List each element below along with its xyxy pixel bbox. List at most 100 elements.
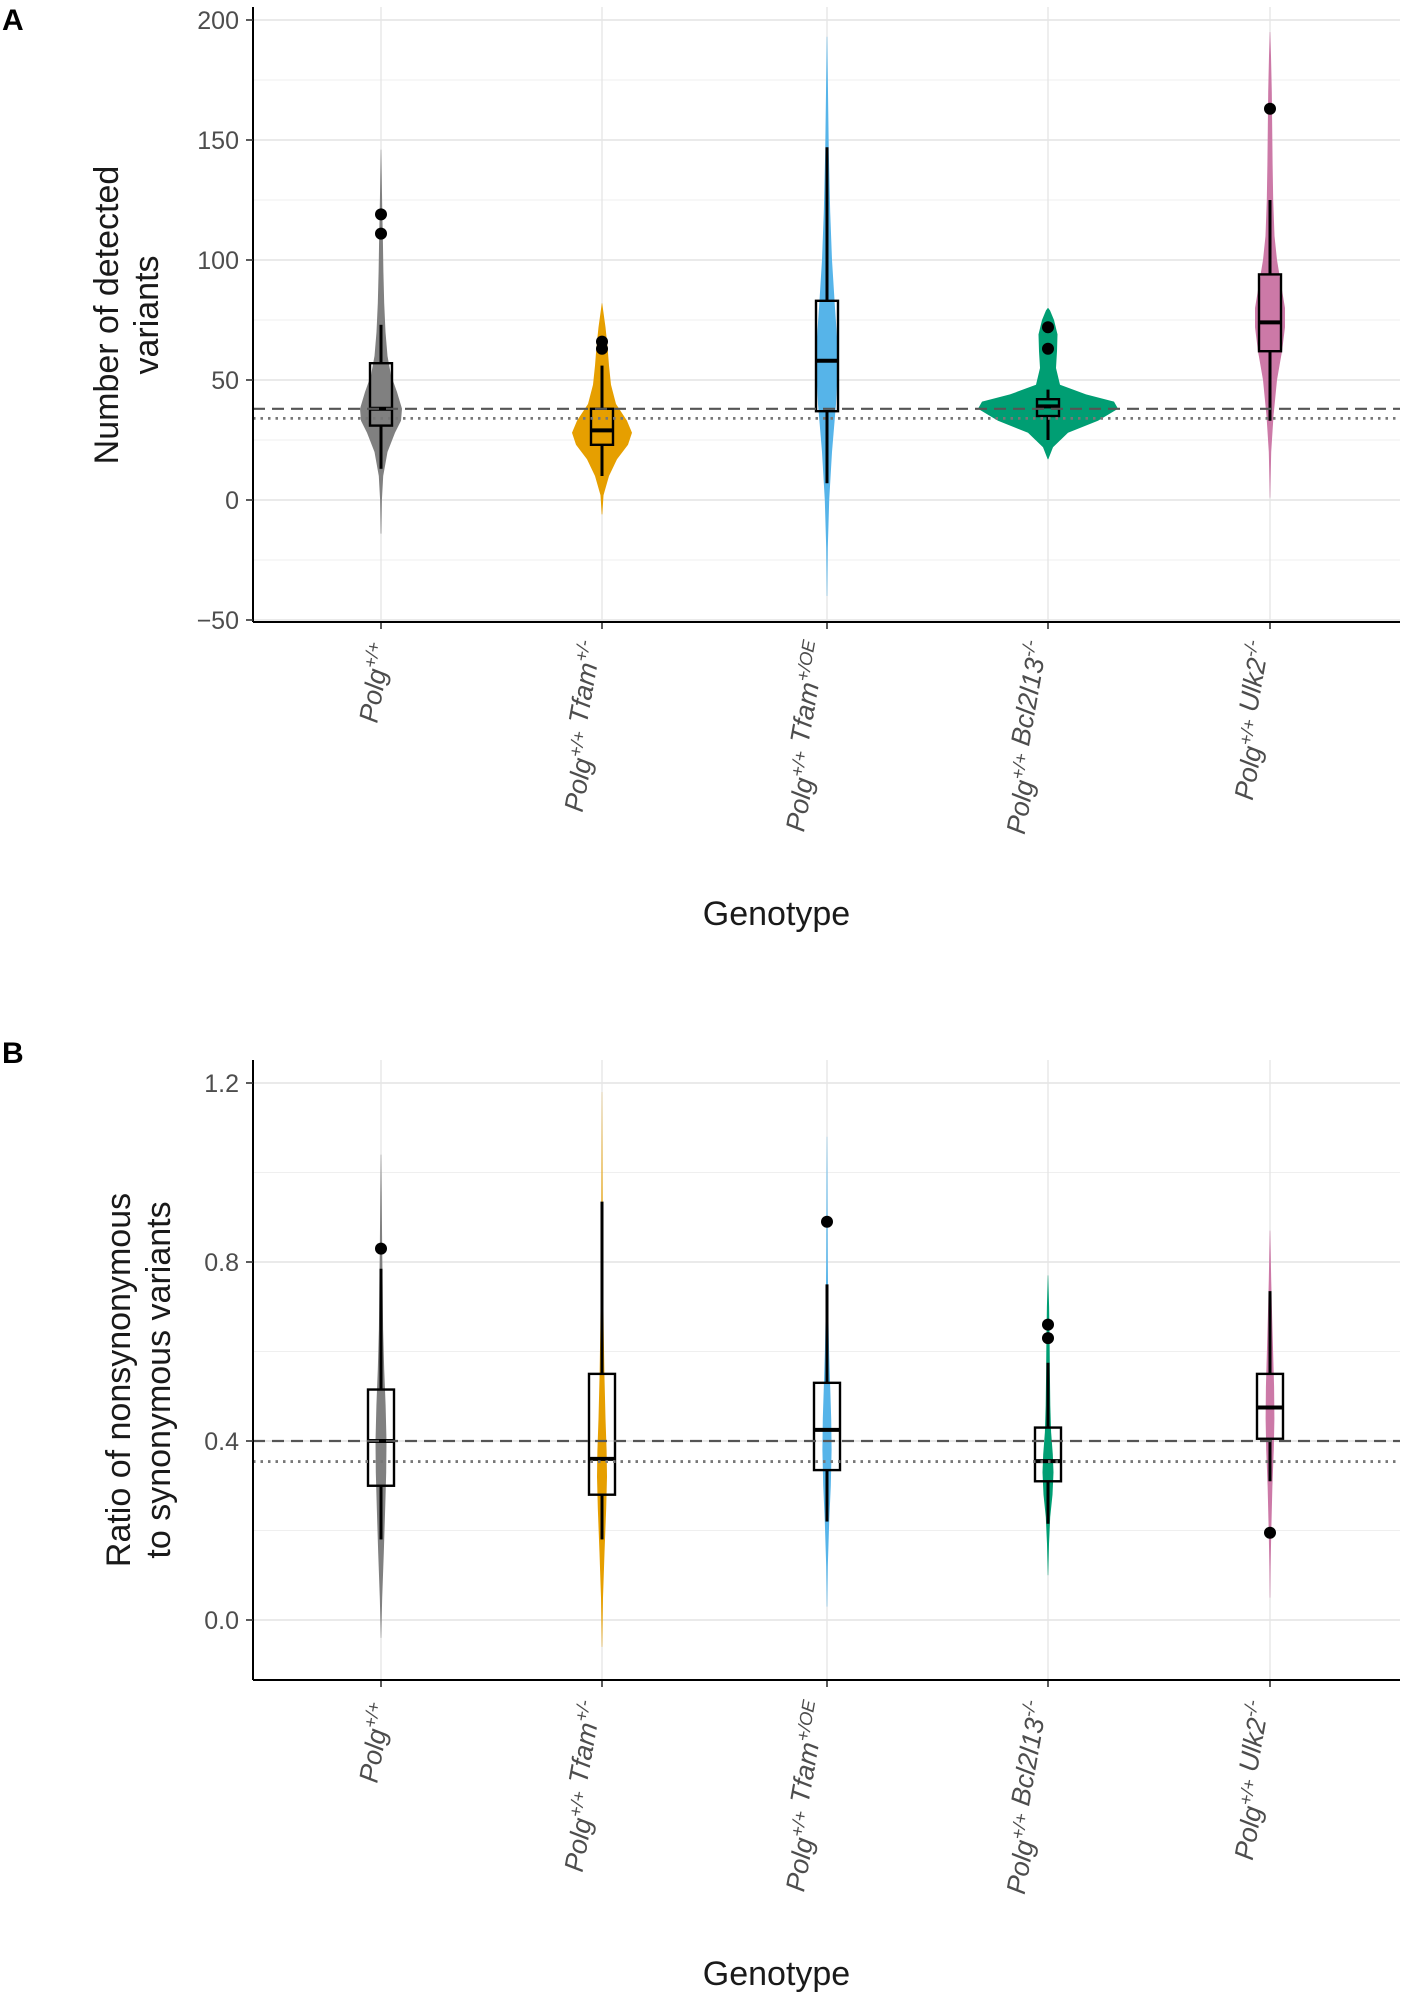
x-tick-label: Polg+/+ Ulk2-/- [1215, 638, 1286, 802]
x-tick-label-superscript: +/OE [792, 637, 819, 682]
x-tick-label-superscript: +/+ [1007, 752, 1031, 781]
x-tick-label-superscript: +/- [571, 1698, 594, 1723]
outlier-point [1264, 102, 1276, 115]
x-tick-label-superscript: -/- [1240, 1698, 1263, 1718]
outlier-point [1042, 321, 1054, 334]
panel-letter-b: B [2, 1037, 24, 1070]
box-iqr [366, 1388, 396, 1487]
outlier-point [375, 1242, 387, 1255]
y-tick-label: 200 [197, 7, 239, 35]
x-axis-title: Genotype [703, 1955, 850, 1993]
box-iqr [1033, 1426, 1063, 1483]
category-group [1033, 1275, 1063, 1576]
x-tick-label: Polg+/+ [351, 640, 397, 725]
x-tick-label-text: Polg [1229, 744, 1268, 802]
y-tick-label: 0.4 [204, 1428, 239, 1456]
panel-letter-a: A [2, 4, 24, 37]
y-axis-title-line: Ratio of nonsynonymous [100, 1193, 138, 1567]
x-tick-label-superscript: -/- [1240, 638, 1263, 658]
x-tick-label-superscript: +/+ [787, 749, 811, 778]
x-tick-label: Polg+/+ Tfam+/- [545, 1698, 618, 1874]
outlier-point [1042, 1318, 1054, 1331]
x-tick-label-superscript: +/- [571, 638, 594, 663]
category-group [1255, 32, 1285, 498]
y-tick-label: 1.2 [204, 1070, 239, 1098]
x-tick-label-superscript: +/+ [565, 729, 589, 758]
category-group [812, 1136, 842, 1607]
panel-b: B Polg+/+Polg+/+ Tfam+/-Polg+/+ Tfam+/OE… [2, 1037, 1400, 1993]
x-tick-label-text: Polg [559, 756, 598, 814]
box-iqr [1257, 273, 1283, 353]
outlier-point [1264, 1526, 1276, 1539]
box-iqr [812, 1381, 842, 1472]
x-tick-label-superscript: +/+ [360, 1700, 384, 1729]
category-group [978, 308, 1118, 460]
x-tick-label: Polg+/+ Tfam+/OE [766, 1697, 843, 1893]
x-tick-label-text: Ulk2 [1232, 656, 1272, 722]
panel-a: A Polg+/+Polg+/+ Tfam+/-Polg+/+ Tfam+/OE… [2, 4, 1400, 933]
x-tick-label-text: Polg [1001, 778, 1040, 836]
box-iqr [814, 299, 840, 413]
x-tick-label-text: Tfam [783, 1740, 825, 1813]
violin-shape [375, 1154, 387, 1638]
y-tick-label: 50 [211, 367, 239, 395]
x-tick-label-superscript: +/OE [792, 1697, 819, 1742]
x-tick-label: Polg+/+ Bcl2l13-/- [987, 638, 1064, 836]
x-tick-label-text: Tfam [562, 660, 604, 733]
x-tick-label: Polg+/+ [351, 1700, 397, 1785]
outlier-point [1042, 1332, 1054, 1345]
y-axis-title-line: variants [128, 255, 166, 374]
y-tick-label: 100 [197, 247, 239, 275]
outlier-point [1042, 342, 1054, 355]
x-tick-label-text: Polg [1229, 1804, 1268, 1862]
y-tick-label: 150 [197, 127, 239, 155]
y-tick-label: 0.8 [204, 1249, 239, 1277]
y-tick-label: −50 [197, 607, 239, 635]
x-tick-label-superscript: -/- [1018, 1698, 1041, 1718]
violin-shape [816, 36, 838, 597]
x-tick-label-text: Polg [780, 775, 819, 833]
x-tick-label-superscript: +/+ [1007, 1812, 1031, 1841]
category-group [360, 149, 402, 534]
x-tick-label-text: Tfam [562, 1720, 604, 1793]
x-tick-label-superscript: +/+ [1235, 718, 1259, 747]
x-tick-label-superscript: +/+ [565, 1789, 589, 1818]
x-tick-label: Polg+/+ Ulk2-/- [1215, 1698, 1286, 1862]
outlier-point [821, 1215, 833, 1228]
x-tick-label-text: Polg [353, 1726, 392, 1784]
x-tick-label: Polg+/+ Tfam+/OE [766, 637, 843, 833]
x-tick-label-text: Tfam [783, 680, 825, 753]
y-axis-title: Ratio of nonsynonymousto synonymous vari… [100, 1193, 178, 1567]
box-iqr [587, 1372, 617, 1496]
x-tick-label: Polg+/+ Tfam+/- [545, 638, 618, 814]
x-tick-label-text: Ulk2 [1232, 1716, 1272, 1782]
y-axis-title-line: to synonymous variants [140, 1201, 178, 1558]
x-tick-label-text: Polg [1001, 1838, 1040, 1896]
category-group [814, 36, 840, 597]
y-tick-label: 0 [225, 487, 239, 515]
x-tick-label-superscript: +/+ [1235, 1778, 1259, 1807]
x-tick-label-text: Bcl2l13 [1004, 1716, 1050, 1816]
violin-shape [1265, 1230, 1275, 1598]
category-group [587, 1091, 617, 1647]
x-axis-title: Genotype [703, 895, 850, 933]
y-tick-label: 0.0 [204, 1607, 239, 1635]
x-tick-label: Polg+/+ Bcl2l13-/- [987, 1698, 1064, 1896]
x-tick-label-text: Polg [353, 666, 392, 724]
outlier-point [375, 208, 387, 221]
x-tick-label-superscript: -/- [1018, 638, 1041, 658]
x-tick-label-superscript: +/+ [787, 1809, 811, 1838]
category-group [1255, 1230, 1285, 1598]
outlier-point [375, 227, 387, 240]
x-tick-label-text: Bcl2l13 [1004, 656, 1050, 756]
x-tick-label-superscript: +/+ [360, 640, 384, 669]
y-axis-title-line: Number of detected [88, 166, 126, 465]
outlier-point [596, 342, 608, 355]
x-tick-label-text: Polg [780, 1835, 819, 1893]
x-tick-label-text: Polg [559, 1816, 598, 1874]
violin-shape [978, 308, 1118, 460]
box-iqr [368, 362, 394, 427]
y-axis-title: Number of detectedvariants [88, 166, 166, 465]
category-group [366, 1154, 396, 1638]
